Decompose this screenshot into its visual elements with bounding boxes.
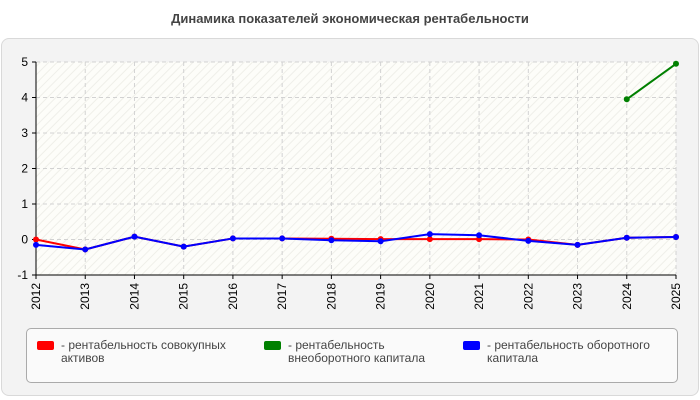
x-tick-label: 2012 — [29, 283, 43, 310]
x-tick-label: 2024 — [620, 283, 634, 310]
x-tick-label: 2015 — [177, 283, 191, 310]
x-tick-label: 2022 — [521, 283, 535, 310]
x-tick-label: 2025 — [669, 283, 683, 310]
legend-item-noncurrent-capital: - рентабельность внеоборотного капитала — [264, 339, 454, 365]
y-tick-label: 0 — [21, 233, 28, 247]
data-point — [33, 236, 39, 243]
series — [33, 60, 679, 253]
series-line-1 — [626, 62, 677, 101]
tick-labels: -1 0 1 2 3 4 5 2012 2013 2014 2015 2016 2017 2018 2019… — [17, 55, 683, 310]
legend-swatch-red — [37, 341, 54, 350]
data-point — [131, 233, 138, 240]
data-point — [33, 241, 39, 248]
data-point — [82, 246, 89, 253]
x-tick-label: 2017 — [275, 283, 289, 310]
legend-swatch-green — [264, 341, 281, 350]
data-point — [623, 96, 630, 103]
data-point — [574, 241, 581, 248]
x-tick-label: 2019 — [374, 283, 388, 310]
data-point — [623, 234, 630, 241]
plot-area-hatch — [36, 62, 676, 275]
data-point — [673, 234, 679, 241]
data-point — [673, 60, 679, 67]
data-point — [279, 235, 286, 242]
y-tick-label: 5 — [21, 55, 28, 69]
legend-item-working-capital: - рентабельность оборотного капитала — [463, 339, 668, 365]
data-point — [426, 231, 433, 238]
y-tick-label: 2 — [21, 162, 28, 176]
data-point — [377, 238, 384, 245]
y-tick-label: 1 — [21, 197, 28, 211]
y-tick-label: 4 — [21, 91, 28, 105]
legend-swatch-blue — [463, 341, 480, 350]
legend-item-total-assets: - рентабельность совокупных активов — [37, 339, 252, 365]
x-tick-label: 2023 — [571, 283, 585, 310]
x-tick-label: 2014 — [127, 283, 141, 310]
series-line-2 — [35, 233, 677, 251]
x-tick-label: 2021 — [472, 283, 486, 310]
x-tick-label: 2016 — [226, 283, 240, 310]
y-tick-label: 3 — [21, 126, 28, 140]
x-tick-label: 2018 — [324, 283, 338, 310]
x-tick-label: 2013 — [78, 283, 92, 310]
legend-label: - рентабельность внеоборотного капитала — [288, 338, 425, 365]
data-point — [229, 235, 236, 242]
legend: - рентабельность совокупных активов - ре… — [26, 328, 678, 383]
y-tick-label: -1 — [17, 268, 28, 282]
data-point — [525, 237, 532, 244]
data-point — [476, 232, 483, 239]
data-point — [426, 236, 433, 243]
chart-title: Динамика показателей экономическая рента… — [171, 11, 529, 26]
legend-label: - рентабельность совокупных активов — [61, 338, 226, 365]
legend-label: - рентабельность оборотного капитала — [487, 338, 650, 365]
data-point — [328, 237, 335, 244]
x-tick-label: 2020 — [423, 283, 437, 310]
data-point — [180, 243, 187, 250]
